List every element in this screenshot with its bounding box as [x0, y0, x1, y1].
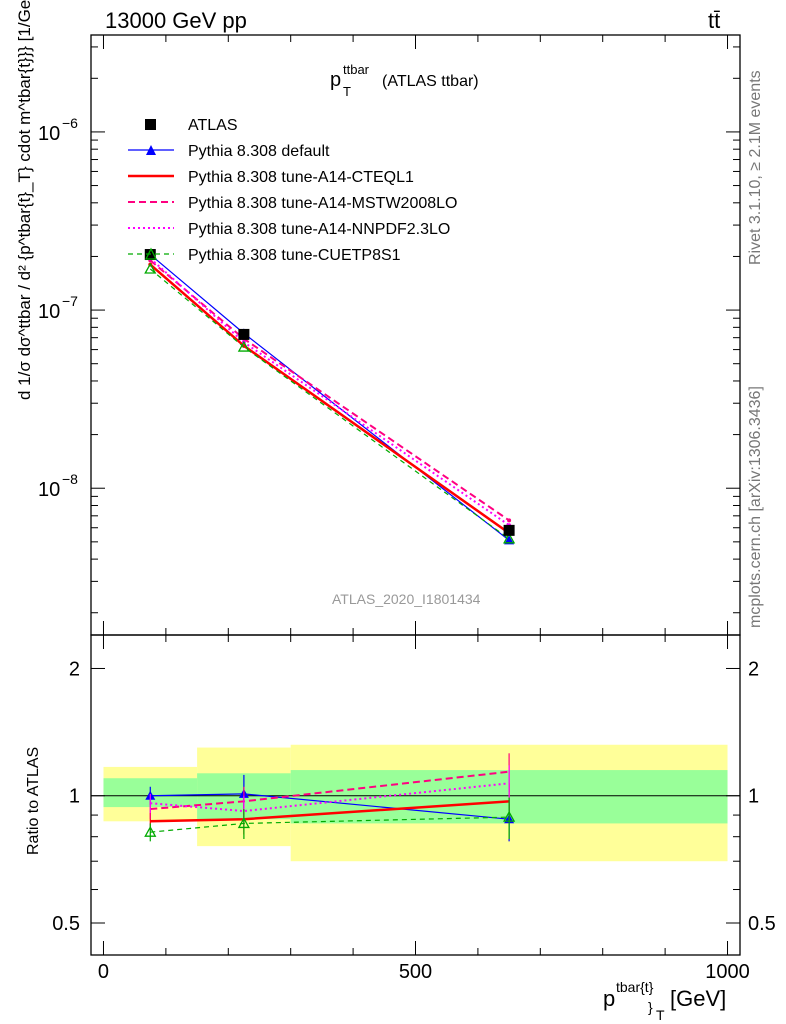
svg-text:tbar{t}: tbar{t}: [616, 979, 654, 995]
ratio-xtick-label: 0: [98, 961, 109, 983]
main-series-line: [149, 257, 510, 527]
ratio-ytick-label-right: 1: [748, 786, 759, 808]
ratio-series-line: [150, 782, 510, 813]
svg-text:ttbar: ttbar: [343, 62, 370, 77]
svg-text:T: T: [656, 1007, 665, 1023]
main-series-marker: [144, 262, 157, 274]
svg-text:p: p: [603, 986, 615, 1011]
legend-label: ATLAS: [188, 117, 238, 134]
svg-text:}: }: [648, 999, 653, 1015]
ratio-series-marker: [237, 817, 250, 829]
main-ytick-label: 10: [38, 301, 60, 323]
mcplots-label: mcplots.cern.ch [arXiv:1306.3436]: [747, 386, 764, 628]
legend-marker: [145, 119, 156, 130]
analysis-label: ATLAS_2020_I1801434: [332, 591, 481, 607]
main-ytick-exp: −7: [62, 293, 78, 309]
ratio-ytick-label-right: 2: [748, 658, 759, 680]
svg-text:[GeV]: [GeV]: [670, 986, 726, 1011]
main-series-marker: [507, 518, 512, 523]
main-series-line: [149, 268, 510, 540]
ratio-ytick-label: 0.5: [52, 913, 80, 935]
ratio-series-marker: [144, 825, 157, 837]
main-series-marker: [504, 535, 515, 545]
data-point: [503, 524, 515, 536]
legend-label: Pythia 8.308 tune-A14-MSTW2008LO: [188, 195, 457, 212]
energy-label: 13000 GeV pp: [105, 8, 247, 33]
ratio-ylabel: Ratio to ATLAS: [25, 747, 42, 855]
process-label: tt̄: [708, 8, 720, 33]
main-ytick-label: 10: [38, 479, 60, 501]
main-ylabel: d 1/σ dσ^ttbar / d² {p^tbar{t}_T} cdot m…: [15, 0, 34, 400]
legend-marker: [144, 247, 158, 260]
ratio-series-marker: [503, 810, 516, 822]
ratio-ytick-label: 2: [69, 658, 80, 680]
legend-label: Pythia 8.308 default: [188, 143, 330, 160]
xlabel: p tbar{t} } T [GeV]: [603, 979, 726, 1023]
main-title: p ttbar T (ATLAS ttbar): [330, 62, 479, 99]
ratio-xtick-label: 500: [399, 961, 432, 983]
main-series-marker: [503, 532, 516, 544]
rivet-label: Rivet 3.1.10, ≥ 2.1M events: [747, 70, 764, 265]
main-ytick-exp: −8: [62, 471, 78, 487]
legend-label: Pythia 8.308 tune-A14-NNPDF2.3LO: [188, 221, 450, 238]
legend-marker: [146, 145, 156, 155]
main-series-marker: [237, 340, 250, 352]
svg-text:T: T: [343, 84, 351, 99]
data-point: [238, 328, 250, 340]
svg-text:p: p: [330, 69, 341, 91]
main-ytick-exp: −6: [62, 115, 78, 131]
legend-label: Pythia 8.308 tune-CUETP8S1: [188, 247, 401, 264]
ratio-ytick-label-right: 0.5: [748, 913, 776, 935]
svg-text:(ATLAS ttbar): (ATLAS ttbar): [382, 73, 479, 90]
main-ytick-label: 10: [38, 123, 60, 145]
legend-label: Pythia 8.308 tune-A14-CTEQL1: [188, 169, 414, 186]
ratio-ytick-label: 1: [69, 786, 80, 808]
ratio-xtick-label: 1000: [705, 961, 750, 983]
